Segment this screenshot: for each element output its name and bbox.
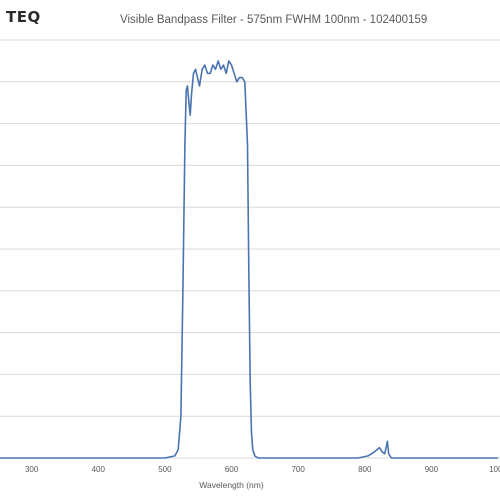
- x-tick-label: 400: [92, 465, 106, 474]
- chart-title: Visible Bandpass Filter - 575nm FWHM 100…: [120, 14, 428, 26]
- chart-grid: [0, 39, 500, 459]
- x-tick-label: 300: [25, 465, 39, 474]
- x-tick-label: 600: [225, 465, 239, 474]
- brand-logo: TEQ: [6, 8, 41, 26]
- x-tick-label: 700: [291, 465, 305, 474]
- x-tick-label: 500: [158, 465, 172, 474]
- x-axis-label: Wavelength (nm): [199, 480, 264, 490]
- x-tick-label: 800: [358, 465, 372, 474]
- x-tick-label: 900: [425, 465, 439, 474]
- x-axis-ticks: 300 400 500 600 700 800 900 1000: [25, 465, 500, 474]
- x-tick-label: 1000: [489, 465, 500, 474]
- series-line: [0, 60, 498, 459]
